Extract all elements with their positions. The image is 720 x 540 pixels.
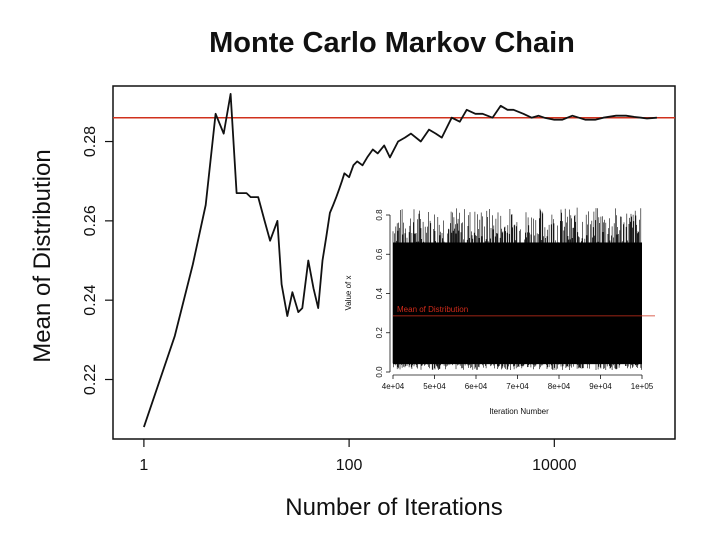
y-tick-label: 0.22 xyxy=(82,364,99,395)
chart-title: Monte Carlo Markov Chain xyxy=(209,27,575,59)
inset-x-tick-label: 1e+05 xyxy=(631,382,654,391)
inset-x-tick-label: 9e+04 xyxy=(589,382,612,391)
y-axis-label: Mean of Distribution xyxy=(29,149,56,362)
main-series-line xyxy=(143,93,657,428)
inset-y-tick-label: 0.0 xyxy=(375,366,384,378)
x-axis-label: Number of Iterations xyxy=(285,494,502,521)
inset-x-tick-label: 6e+04 xyxy=(465,382,488,391)
inset-x-tick-label: 7e+04 xyxy=(506,382,529,391)
inset-y-tick-label: 0.6 xyxy=(375,248,384,260)
x-tick-label: 10000 xyxy=(532,457,577,474)
y-tick-label: 0.26 xyxy=(82,205,99,236)
inset-x-axis-label: Iteration Number xyxy=(489,407,549,416)
inset-axis-ticks: 4e+04 5e+04 6e+04 7e+04 8e+04 9e+04 1e+05 0.0 0.… xyxy=(375,209,654,391)
main-plot-frame xyxy=(112,85,676,440)
main-axis-ticks: 1 100 10000 0.22 0.24 0.26 0.28 xyxy=(82,126,577,474)
inset-y-tick-label: 0.2 xyxy=(375,327,384,339)
inset-trace-plot: Mean of Distribution 4e+04 5e+04 6e+04 7e+0… xyxy=(344,196,662,422)
inset-x-tick-label: 8e+04 xyxy=(548,382,571,391)
y-tick-label: 0.28 xyxy=(82,126,99,157)
inset-reference-label: Mean of Distribution xyxy=(397,305,468,314)
inset-trace-series xyxy=(392,207,642,370)
x-tick-label: 100 xyxy=(336,457,363,474)
inset-y-tick-label: 0.8 xyxy=(375,209,384,221)
inset-x-tick-label: 4e+04 xyxy=(382,382,405,391)
inset-y-tick-label: 0.4 xyxy=(375,287,384,299)
x-tick-label: 1 xyxy=(139,457,148,474)
y-tick-label: 0.24 xyxy=(82,285,99,316)
inset-y-axis-label: Value of x xyxy=(344,276,353,311)
inset-x-tick-label: 5e+04 xyxy=(423,382,446,391)
